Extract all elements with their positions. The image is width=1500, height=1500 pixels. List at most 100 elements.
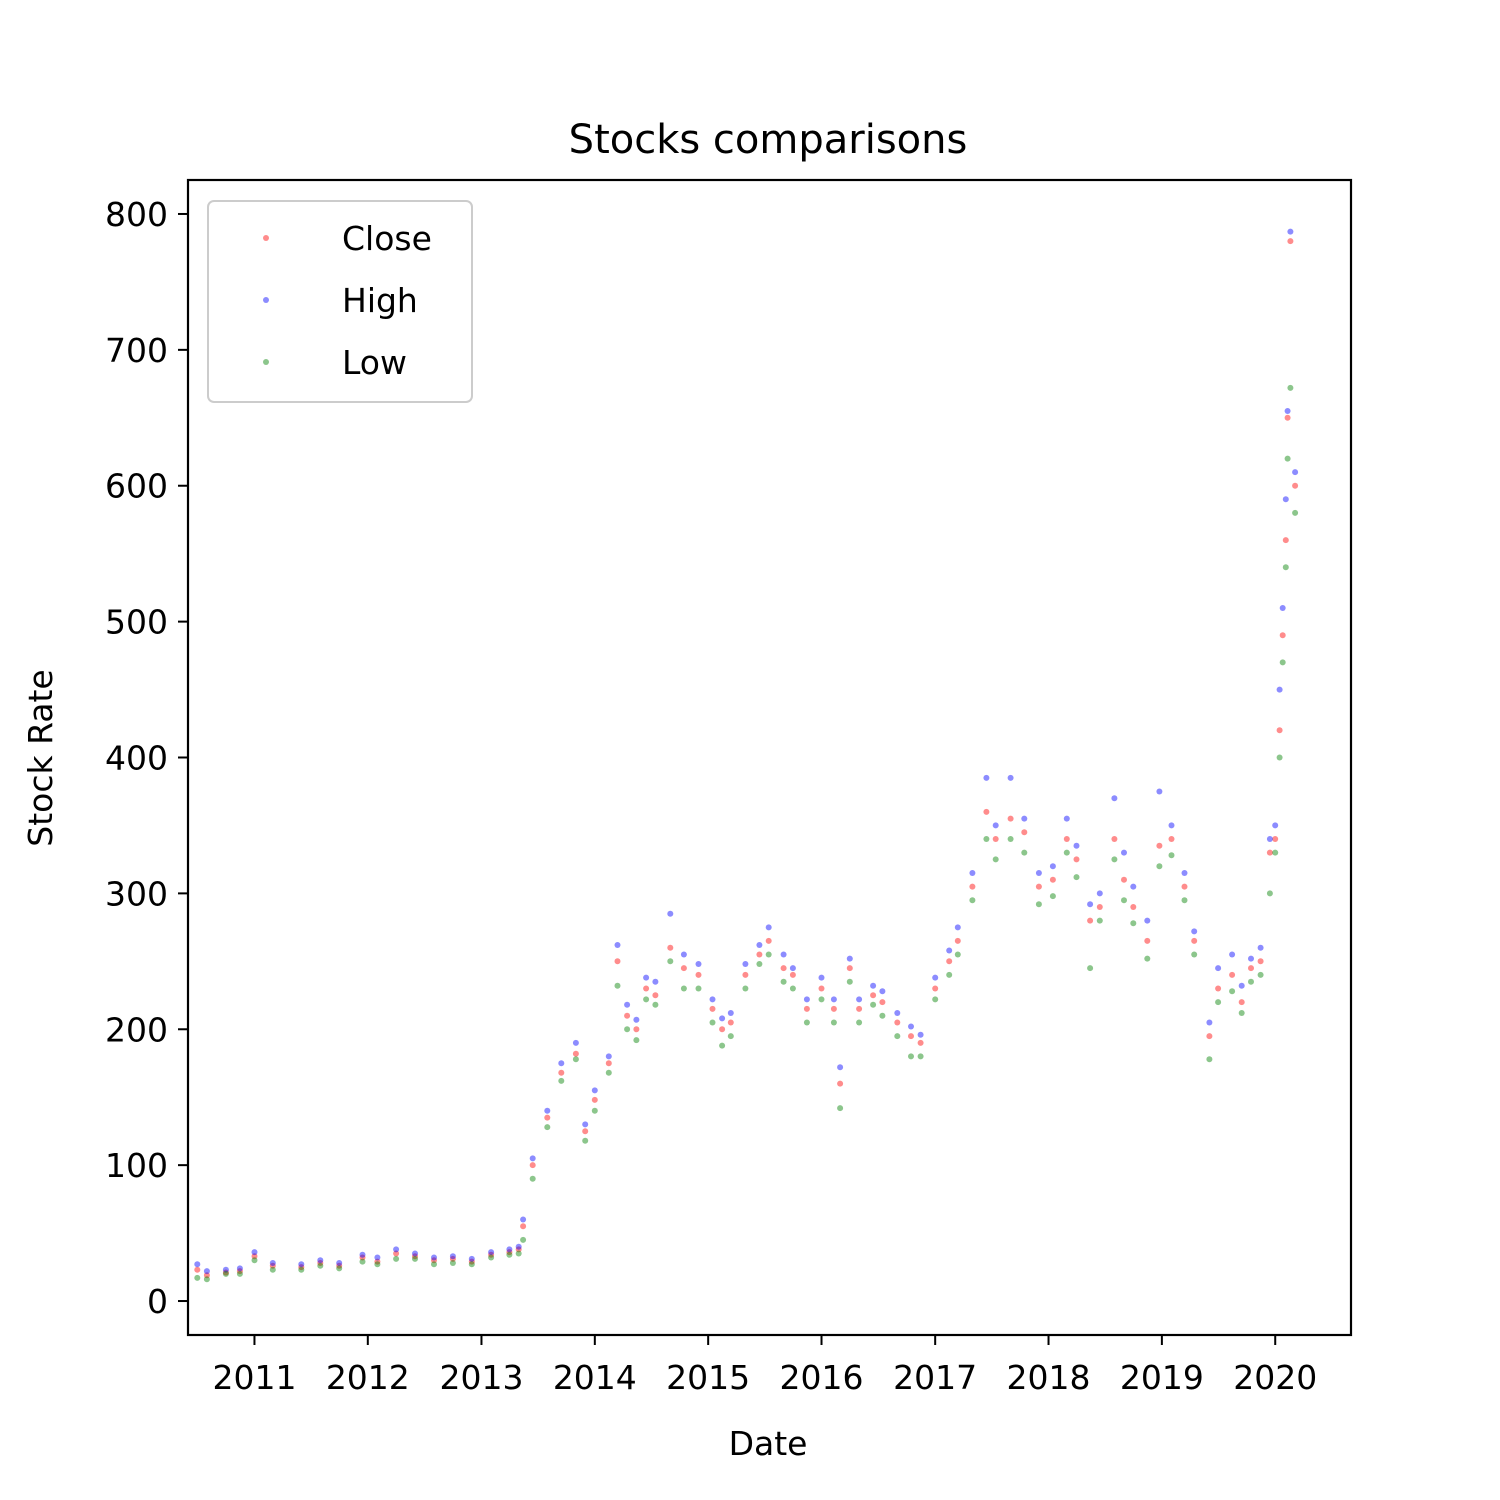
point-high xyxy=(894,1010,901,1016)
point-close xyxy=(1063,836,1070,842)
point-high xyxy=(1279,605,1286,611)
point-high xyxy=(643,974,650,981)
point-high xyxy=(624,1001,631,1008)
point-high xyxy=(1229,951,1236,958)
point-high xyxy=(506,1246,513,1253)
x-tick-label: 2019 xyxy=(1120,1358,1204,1397)
point-high xyxy=(393,1246,400,1253)
point-high xyxy=(1276,686,1283,693)
point-close xyxy=(709,1005,716,1012)
point-high xyxy=(709,996,716,1003)
point-high xyxy=(932,974,939,981)
point-high xyxy=(1156,788,1163,795)
point-close xyxy=(1007,815,1014,822)
point-high xyxy=(1168,822,1175,829)
x-axis: 2011 2012 2013 2014 2015 2016 2017 2018 2019 2020 xyxy=(212,1335,1317,1397)
point-low xyxy=(954,951,961,958)
point-high xyxy=(803,996,810,1003)
point-low xyxy=(667,958,674,965)
point-close xyxy=(1257,958,1264,965)
point-close xyxy=(506,1249,513,1256)
point-close xyxy=(431,1257,437,1264)
point-high xyxy=(1206,1019,1213,1026)
point-close xyxy=(1266,849,1273,856)
point-high xyxy=(1096,890,1103,897)
x-tick-label: 2016 xyxy=(780,1358,864,1397)
point-low xyxy=(605,1069,612,1076)
point-high xyxy=(591,1087,598,1094)
point-high xyxy=(1191,928,1198,935)
point-high xyxy=(582,1121,589,1128)
point-high xyxy=(1282,496,1289,503)
y-tick-label: 500 xyxy=(105,603,168,642)
point-high xyxy=(1292,469,1299,476)
point-low xyxy=(558,1077,565,1084)
point-close xyxy=(520,1223,527,1230)
point-low xyxy=(336,1265,343,1272)
point-low xyxy=(222,1270,229,1277)
chart-title: Stocks comparisons xyxy=(569,117,968,163)
point-close xyxy=(1191,937,1198,944)
point-close xyxy=(1276,727,1283,734)
point-high xyxy=(1272,822,1279,829)
point-close xyxy=(667,944,674,951)
point-high xyxy=(572,1039,579,1046)
point-high xyxy=(856,996,863,1003)
point-close xyxy=(412,1253,418,1260)
point-high xyxy=(917,1031,924,1038)
point-close xyxy=(194,1266,201,1273)
y-tick-label: 700 xyxy=(105,331,168,370)
point-low xyxy=(719,1042,726,1049)
point-high xyxy=(1215,965,1222,972)
point-close xyxy=(393,1250,400,1257)
point-low xyxy=(1284,455,1291,462)
y-tick-label: 0 xyxy=(147,1282,168,1321)
point-high xyxy=(879,988,886,995)
point-close xyxy=(1111,836,1118,842)
point-close xyxy=(680,965,687,972)
x-axis-label: Date xyxy=(729,1424,808,1463)
point-low xyxy=(1266,890,1273,897)
point-low xyxy=(269,1266,276,1273)
point-high xyxy=(727,1010,734,1016)
legend-label-close: Close xyxy=(342,219,432,258)
point-low xyxy=(1181,897,1188,904)
point-close xyxy=(1181,883,1188,890)
legend-marker-high xyxy=(263,297,269,303)
point-high xyxy=(488,1249,495,1256)
point-low xyxy=(624,1026,631,1033)
point-low xyxy=(529,1175,536,1182)
point-close xyxy=(837,1080,844,1087)
point-low xyxy=(1238,1010,1245,1016)
point-low xyxy=(908,1053,914,1060)
point-low xyxy=(1168,852,1175,859)
point-low xyxy=(359,1258,366,1265)
point-high xyxy=(194,1261,201,1268)
point-low xyxy=(1272,849,1279,856)
point-high xyxy=(954,924,961,931)
point-low xyxy=(870,1001,877,1008)
point-low xyxy=(468,1261,475,1268)
point-high xyxy=(1121,849,1127,856)
point-close xyxy=(1287,238,1294,245)
point-low xyxy=(1073,874,1080,881)
point-close xyxy=(908,1033,914,1040)
point-close xyxy=(695,971,702,978)
point-close xyxy=(846,965,853,972)
point-high xyxy=(520,1216,527,1223)
point-low xyxy=(1229,988,1236,995)
point-close xyxy=(1144,937,1151,944)
point-close xyxy=(946,958,953,965)
point-low xyxy=(203,1276,210,1283)
point-low xyxy=(830,1019,837,1026)
point-high xyxy=(236,1265,243,1272)
point-high xyxy=(412,1250,418,1257)
point-close xyxy=(742,971,749,978)
point-close xyxy=(1206,1033,1213,1040)
point-low xyxy=(992,856,999,863)
point-close xyxy=(992,836,999,842)
point-high xyxy=(558,1060,565,1067)
point-low xyxy=(236,1270,243,1277)
point-high xyxy=(515,1243,522,1250)
plot-area xyxy=(194,228,1299,1283)
